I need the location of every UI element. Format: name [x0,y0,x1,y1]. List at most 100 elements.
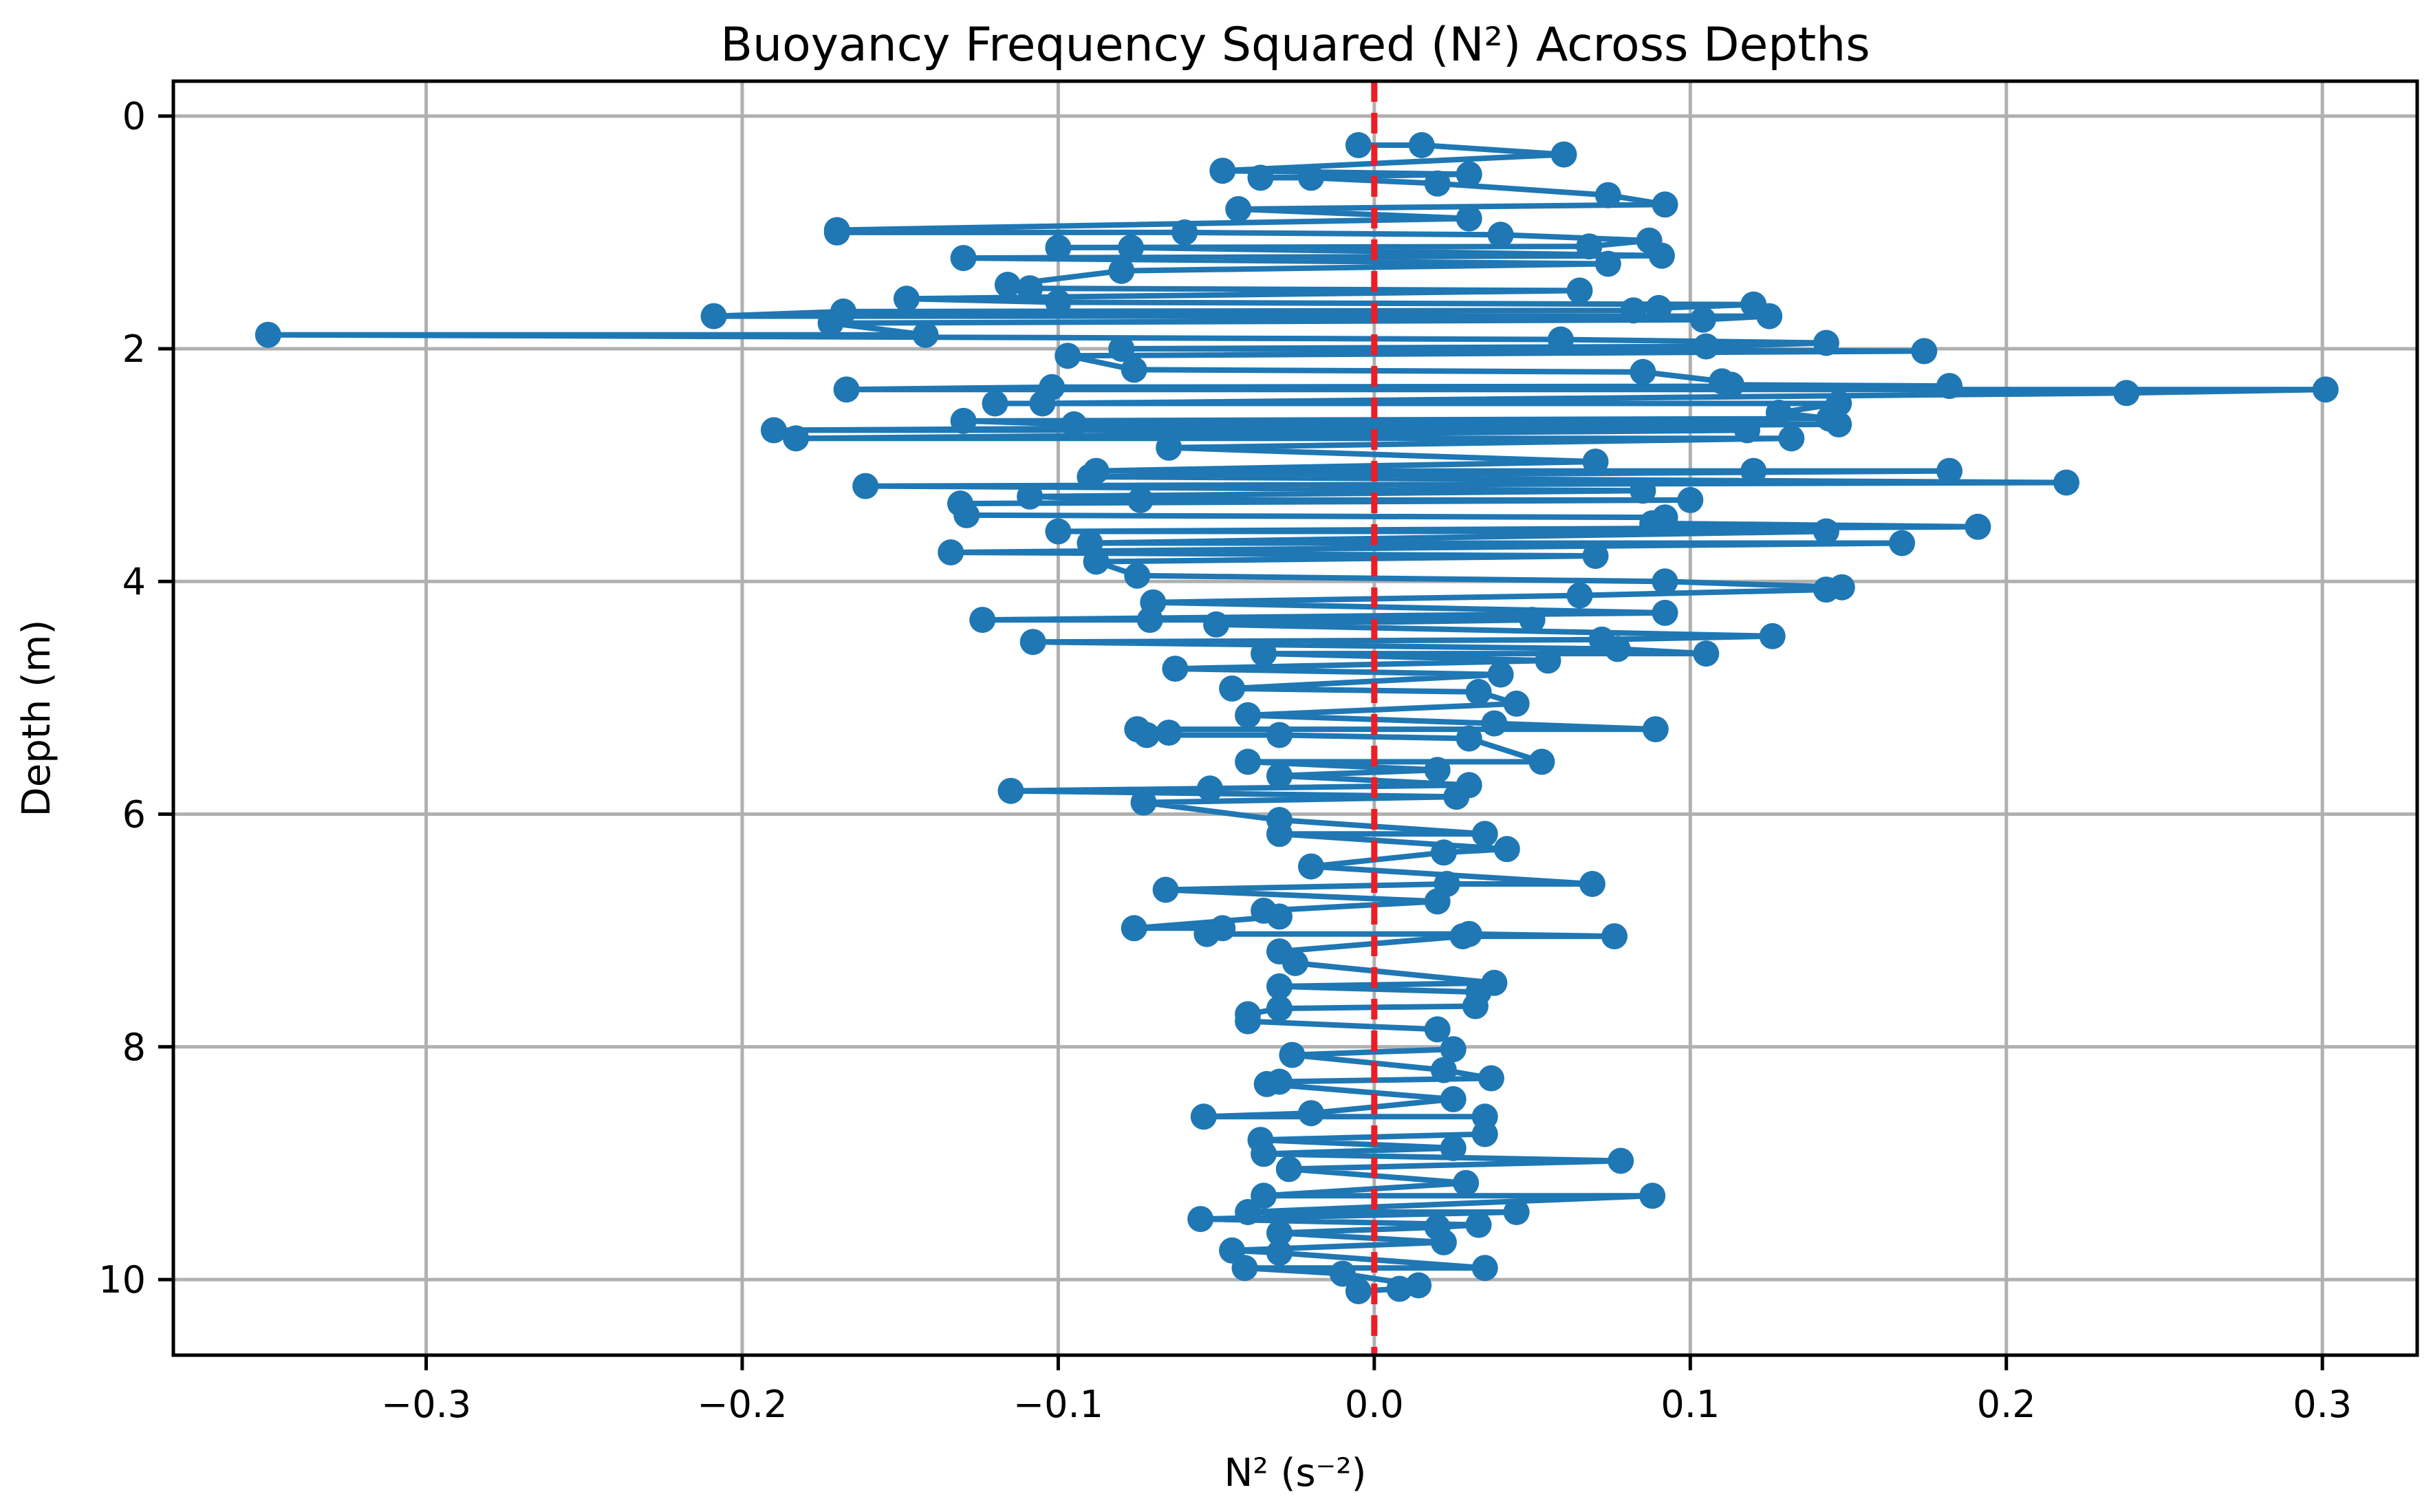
data-point [1639,510,1666,537]
data-point [1282,950,1308,976]
data-point [1017,483,1044,510]
data-point [1465,1211,1492,1238]
data-point [2053,469,2079,496]
data-point [1693,640,1720,667]
data-point [1813,576,1839,603]
data-point [1440,1134,1467,1161]
data-series-line [265,142,2328,1294]
data-point [1604,636,1631,662]
data-point [1471,1121,1498,1147]
data-point [1061,411,1088,438]
chart-title: Buoyancy Frequency Squared (N²) Across D… [720,18,1870,72]
data-point [1465,678,1492,705]
data-point [1936,457,1962,484]
data-point [1251,1141,1277,1167]
data-point [1231,1255,1258,1282]
data-point [1152,876,1179,903]
data-point [1266,1240,1293,1266]
data-point [1190,1103,1217,1130]
data-point [1171,219,1198,246]
data-point [1503,690,1530,717]
data-point [1582,449,1609,475]
data-point [1456,205,1482,232]
data-point [1121,915,1147,942]
x-tick-label: −0.1 [1013,1383,1103,1426]
data-point [1689,306,1716,333]
data-point [1118,234,1145,261]
data-point [1449,923,1476,950]
data-point [1235,702,1262,728]
data-point [1453,1169,1480,1196]
data-point [1019,629,1046,656]
x-tick-label: 0.1 [1661,1383,1720,1426]
data-point [1424,170,1451,197]
data-point [1266,722,1293,748]
data-point [1345,132,1372,158]
data-point [1652,568,1678,595]
data-point [1965,513,1991,540]
data-point [1493,836,1520,863]
data-point [1677,486,1704,513]
data-point [1121,356,1147,383]
data-point [1889,530,1916,557]
data-point [1443,784,1470,810]
data-point [823,219,850,246]
data-point [969,607,996,634]
data-point [1471,1255,1498,1282]
data-point [1430,839,1457,866]
data-point [1759,623,1786,649]
data-point [1130,789,1157,816]
data-point [1652,191,1678,218]
data-point [760,417,787,444]
data-point [1487,222,1514,248]
data-point [1440,1036,1467,1063]
data-series-markers [255,132,2339,1304]
x-tick-label: 0.2 [1977,1383,2036,1426]
data-point [1279,1041,1306,1068]
data-point [1813,330,1839,356]
data-point [1045,234,1072,261]
y-tick-label: 6 [122,793,146,836]
x-tick-label: −0.2 [697,1383,787,1426]
data-point [1266,903,1293,930]
data-point [1693,333,1720,360]
data-point [1197,775,1223,802]
x-tick-label: −0.3 [381,1383,471,1426]
plot-frame [171,79,2419,1357]
y-tick-label: 10 [98,1258,146,1302]
data-point [1424,757,1451,784]
data-point [1652,599,1678,626]
data-point [994,272,1021,298]
data-point [1456,725,1482,752]
data-point [1645,294,1672,321]
data-point [950,407,977,434]
data-point [1576,233,1603,260]
data-point [1620,297,1647,324]
y-axis-label: Depth (m) [14,620,59,817]
y-tick-label: 2 [122,327,146,371]
data-point [1162,656,1189,682]
data-point [1209,158,1236,184]
data-point [1134,722,1160,748]
data-point [950,245,977,272]
data-point [1266,995,1293,1022]
data-point [1108,336,1135,362]
data-point [1187,1206,1214,1233]
data-point [1579,871,1605,897]
data-point [1253,1070,1280,1097]
data-point [1298,853,1324,880]
data-point [2113,380,2140,407]
data-point [1045,518,1072,545]
y-tick-label: 0 [122,95,146,138]
data-point [1594,182,1621,208]
data-point [912,321,939,348]
data-point [1225,196,1252,222]
data-point [1639,1182,1666,1209]
data-point [1487,661,1514,688]
data-point [255,321,281,348]
data-point [1156,720,1182,746]
data-point [1440,1086,1467,1112]
data-point [982,390,1008,417]
data-point [1266,762,1293,789]
data-point [1345,1278,1372,1304]
